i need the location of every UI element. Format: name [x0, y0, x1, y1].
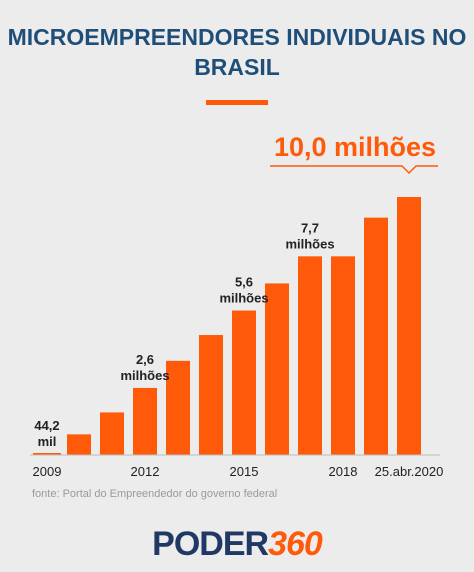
bar-2016 [265, 283, 289, 455]
bar-2018 [331, 256, 355, 455]
bar-2009 [33, 453, 61, 455]
bar-2010 [67, 434, 91, 455]
bar-2015 [232, 310, 256, 455]
accent-strip [206, 100, 268, 105]
bar-2011 [100, 412, 124, 455]
logo-part-poder: PODER [152, 525, 269, 563]
value-label: milhões [219, 291, 268, 306]
x-tick-label: 25.abr.2020 [375, 464, 444, 479]
value-label: mil [38, 434, 57, 449]
bar-2012 [133, 387, 157, 455]
value-label: 7,7 [301, 220, 319, 235]
value-label: 2,6 [136, 352, 154, 367]
x-tick-label: 2009 [33, 464, 62, 479]
bar-2013 [166, 360, 190, 455]
x-tick-label: 2018 [329, 464, 358, 479]
bar-2017 [298, 256, 322, 455]
highlight-callout-line [270, 165, 438, 175]
value-label: 5,6 [235, 275, 253, 290]
bar-25.abr.2020 [397, 197, 421, 455]
bar-chart: 2009 2012 2015 2018 25.abr.202044,2mil2,6mil… [30, 132, 444, 479]
bar-2014 [199, 335, 223, 455]
x-tick-label: 2015 [230, 464, 259, 479]
value-label: 44,2 [34, 418, 59, 433]
source-note: fonte: Portal do Empreendedor do governo… [32, 488, 278, 500]
bar-2019 [364, 217, 388, 455]
poder360-logo: PODER360 [0, 524, 474, 564]
x-tick-label: 2012 [131, 464, 160, 479]
chart-title: MICROEMPREENDORES INDIVIDUAIS NO BRASIL [7, 24, 467, 80]
logo-part-360: 360 [268, 525, 323, 563]
value-label: milhões [120, 368, 169, 383]
highlight-value-label: 10,0 milhões [274, 132, 436, 162]
value-label: milhões [285, 236, 334, 251]
